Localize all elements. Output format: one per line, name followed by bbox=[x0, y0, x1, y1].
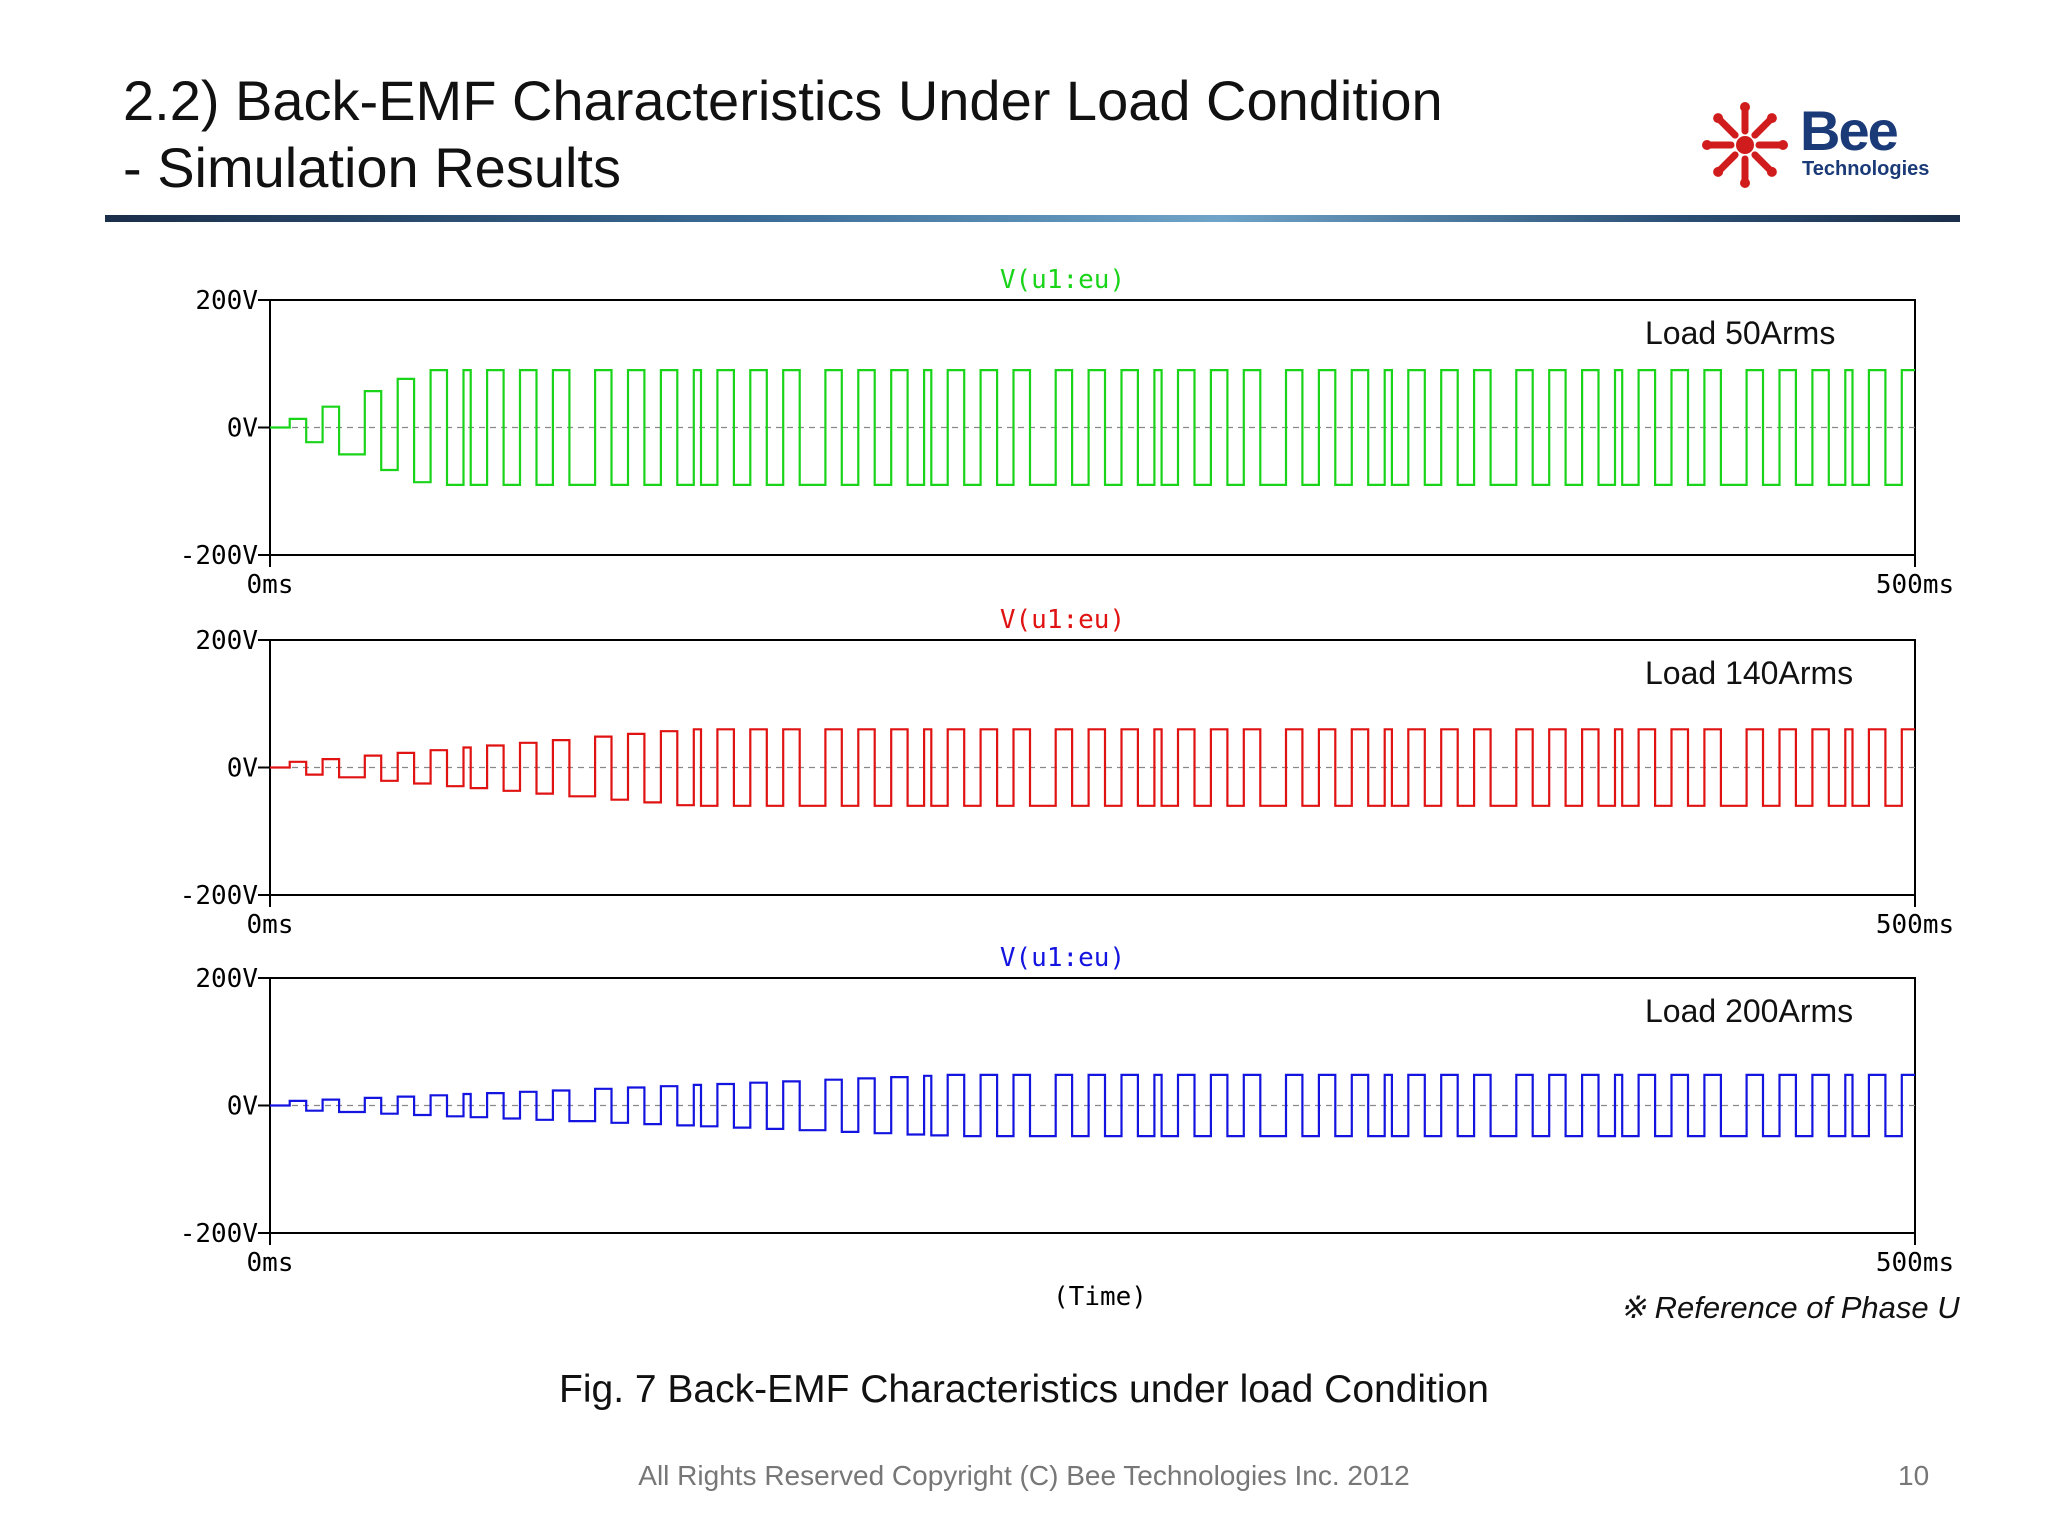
y-tick-label: -200V bbox=[180, 541, 258, 571]
logo-ray bbox=[1716, 151, 1739, 174]
waveform-series bbox=[270, 728, 1915, 807]
x-tick-label: 500ms bbox=[1876, 910, 1954, 940]
trace-label: V(u1:eu) bbox=[1000, 605, 1125, 635]
logo-ray bbox=[1751, 116, 1774, 139]
x-tick-label: 0ms bbox=[247, 570, 294, 600]
load-annotation: Load 200Arms bbox=[1645, 993, 1853, 1029]
waveform-series bbox=[270, 369, 1915, 486]
copyright-footer: All Rights Reserved Copyright (C) Bee Te… bbox=[638, 1460, 1410, 1491]
page-number: 10 bbox=[1898, 1460, 1930, 1491]
y-tick-label: 200V bbox=[195, 286, 258, 316]
logo-ray-dot bbox=[1713, 166, 1724, 177]
figure-caption: Fig. 7 Back-EMF Characteristics under lo… bbox=[559, 1368, 1489, 1411]
slide-title-line1: 2.2) Back-EMF Characteristics Under Load… bbox=[123, 69, 1443, 132]
sunburst-icon bbox=[1702, 102, 1788, 188]
load-annotation: Load 140Arms bbox=[1645, 655, 1853, 691]
load-annotation: Load 50Arms bbox=[1645, 315, 1835, 351]
x-tick-label: 0ms bbox=[247, 910, 294, 940]
y-tick-label: 200V bbox=[195, 964, 258, 994]
logo-ray-dot bbox=[1740, 102, 1750, 112]
y-tick-label: 0V bbox=[227, 414, 258, 444]
trace-label: V(u1:eu) bbox=[1000, 265, 1125, 295]
y-tick-label: 0V bbox=[227, 1092, 258, 1122]
logo-ray-dot bbox=[1766, 113, 1777, 124]
y-tick-label: 200V bbox=[195, 626, 258, 656]
slide-title-line2: - Simulation Results bbox=[123, 136, 621, 199]
phase-reference-note: ※ Reference of Phase U bbox=[1620, 1290, 1960, 1325]
x-axis-title: (Time) bbox=[1053, 1282, 1147, 1312]
logo-ray-dot bbox=[1713, 113, 1724, 124]
bee-logo: Bee Technologies bbox=[1702, 100, 1929, 188]
x-tick-label: 500ms bbox=[1876, 1248, 1954, 1278]
y-tick-label: -200V bbox=[180, 1219, 258, 1249]
logo-sub-text: Technologies bbox=[1802, 158, 1929, 180]
x-tick-label: 500ms bbox=[1876, 570, 1954, 600]
logo-ray-dot bbox=[1778, 140, 1788, 150]
header-rule bbox=[105, 215, 1960, 222]
trace-label: V(u1:eu) bbox=[1000, 943, 1125, 973]
y-tick-label: 0V bbox=[227, 754, 258, 784]
logo-ray-dot bbox=[1740, 178, 1750, 188]
waveform-series bbox=[270, 1073, 1915, 1138]
x-tick-label: 0ms bbox=[247, 1248, 294, 1278]
logo-ray bbox=[1751, 151, 1774, 174]
logo-ray-dot bbox=[1766, 166, 1777, 177]
y-tick-label: -200V bbox=[180, 881, 258, 911]
logo-ray-dot bbox=[1702, 140, 1712, 150]
logo-ray bbox=[1716, 116, 1739, 139]
logo-brand-text: Bee bbox=[1800, 100, 1898, 162]
